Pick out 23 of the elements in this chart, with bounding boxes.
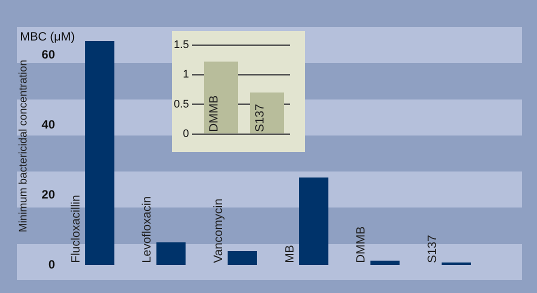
x-tick-label: DMMB xyxy=(354,226,368,263)
x-tick-label: MB xyxy=(282,245,296,263)
x-tick-label: DMMB xyxy=(206,95,220,132)
y-tick-label: 20 xyxy=(42,187,56,202)
bar xyxy=(85,41,114,265)
y-tick-label: 1 xyxy=(182,68,189,81)
y-tick-label: 60 xyxy=(42,47,56,62)
bar xyxy=(370,260,400,265)
x-tick-label: S137 xyxy=(252,104,266,132)
bar xyxy=(156,242,186,265)
x-tick-label: Flucloxacillin xyxy=(68,194,82,263)
y-tick-label: 0.5 xyxy=(174,98,189,110)
y-tick-label: 0 xyxy=(182,128,189,140)
bar xyxy=(228,251,257,265)
x-tick-label: Levofloxacin xyxy=(140,196,154,263)
y-tick-label: 40 xyxy=(42,117,56,132)
y-tick-label: 1.5 xyxy=(174,39,189,52)
y-tick-label: 0 xyxy=(48,257,56,272)
bar xyxy=(299,178,328,265)
annotation: MBC (μM) xyxy=(20,29,75,44)
x-tick-label: Vancomycin xyxy=(211,198,226,263)
x-tick-label: S137 xyxy=(425,234,440,263)
y-axis-title: Minimum bactericidal concentration xyxy=(18,60,30,232)
